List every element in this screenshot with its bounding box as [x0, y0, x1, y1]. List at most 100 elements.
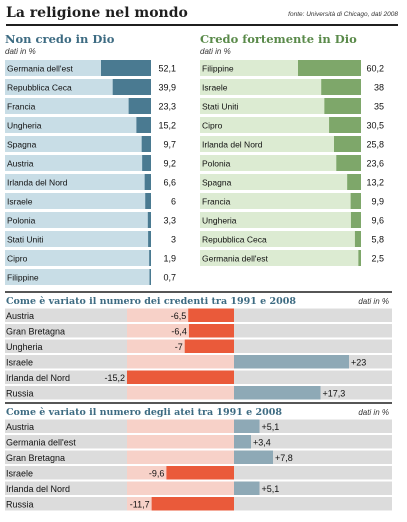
left-panel-title: Non credo in Dio: [5, 32, 115, 46]
atheists-change-bar: [234, 435, 251, 449]
right-panel-category-label: Francia: [202, 197, 231, 207]
believers-change-category-label: Israele: [6, 357, 33, 367]
right-panel-value-label: 38: [374, 83, 384, 93]
left-panel-category-label: Francia: [7, 102, 36, 112]
right-panel-category-label: Cipro: [202, 121, 223, 131]
left-panel-bar: [144, 174, 151, 190]
right-panel-label-bg: [200, 193, 361, 209]
left-panel-value-label: 39,9: [158, 83, 176, 93]
right-panel-value-label: 23,6: [366, 159, 384, 169]
believers-change-category-label: Ungheria: [6, 342, 43, 352]
atheists-change-neg-zone: [127, 419, 234, 433]
right-panel-title: Credo fortemente in Dio: [200, 32, 357, 46]
left-panel-bar: [101, 60, 151, 76]
atheists-change-bar: [151, 497, 234, 511]
believers-change-subtitle: dati in %: [358, 297, 389, 306]
left-panel-bar: [149, 269, 151, 285]
right-panel-label-bg: [200, 98, 361, 114]
left-panel-bar: [145, 193, 151, 209]
believers-change-value-label: -7: [175, 342, 183, 352]
right-panel-bar: [298, 60, 361, 76]
right-panel-subtitle: dati in %: [200, 47, 231, 56]
atheists-change-bar: [234, 419, 260, 433]
right-panel-bar: [350, 212, 361, 228]
believers-change-bar: [234, 386, 321, 400]
believers-change-value-label: -15,2: [104, 373, 125, 383]
believers-change-bar: [188, 308, 234, 322]
page-title: La religione nel mondo: [6, 5, 188, 21]
atheists-change-category-label: Germania dell'est: [6, 437, 76, 447]
atheists-change-value-label: +5,1: [262, 484, 280, 494]
believers-change-category-label: Irlanda del Nord: [6, 373, 70, 383]
right-panel-bar: [358, 250, 361, 266]
right-panel-value-label: 13,2: [366, 178, 384, 188]
left-panel-value-label: 6,6: [163, 178, 176, 188]
atheists-change-bar: [234, 481, 260, 495]
left-panel-bar: [136, 117, 151, 133]
atheists-change-category-label: Austria: [6, 422, 34, 432]
right-panel-label-bg: [200, 231, 361, 247]
left-panel-bar: [142, 155, 151, 171]
right-panel-label-bg: [200, 136, 361, 152]
left-panel-bar: [148, 231, 151, 247]
left-panel-label-bg: [5, 212, 151, 228]
believers-change-title: Come è variato il numero dei credenti tr…: [6, 296, 296, 307]
right-panel-label-bg: [200, 174, 361, 190]
right-panel-bar: [350, 193, 361, 209]
left-panel-label-bg: [5, 269, 151, 285]
right-panel-value-label: 5,8: [371, 235, 384, 245]
left-panel-category-label: Cipro: [7, 254, 28, 264]
right-panel-value-label: 25,8: [366, 140, 384, 150]
believers-change-bar: [127, 370, 234, 384]
atheists-change-category-label: Gran Bretagna: [6, 453, 65, 463]
left-panel-category-label: Spagna: [7, 140, 37, 150]
left-panel-category-label: Stati Uniti: [7, 235, 43, 245]
right-panel-bar: [334, 136, 361, 152]
left-panel-category-label: Germania dell'est: [7, 64, 74, 74]
right-panel-bar: [329, 117, 361, 133]
left-panel-bar: [128, 98, 151, 114]
atheists-change-value-label: +3,4: [253, 437, 271, 447]
right-panel-category-label: Polonia: [202, 159, 231, 169]
believers-change-bar: [234, 355, 349, 369]
atheists-change-bar: [166, 466, 234, 480]
believers-change-category-label: Austria: [6, 311, 34, 321]
right-panel-category-label: Ungheria: [202, 216, 237, 226]
right-panel-value-label: 35: [374, 102, 384, 112]
right-panel-label-bg: [200, 250, 361, 266]
left-panel-category-label: Filippine: [7, 273, 39, 283]
left-panel-value-label: 9,7: [163, 140, 176, 150]
left-panel-label-bg: [5, 98, 151, 114]
atheists-change-category-label: Russia: [6, 499, 34, 509]
left-panel-bar: [141, 136, 151, 152]
believers-change-category-label: Gran Bretagna: [6, 326, 65, 336]
left-panel-value-label: 9,2: [163, 159, 176, 169]
atheists-change-neg-zone: [127, 450, 234, 464]
atheists-change-value-label: -9,6: [149, 468, 165, 478]
left-panel-category-label: Irlanda del Nord: [7, 178, 68, 188]
atheists-change-subtitle: dati in %: [358, 408, 389, 417]
left-panel-value-label: 1,9: [163, 254, 176, 264]
left-panel-value-label: 3: [171, 235, 176, 245]
believers-change-neg-zone: [127, 386, 234, 400]
right-panel-category-label: Germania dell'est: [202, 254, 269, 264]
left-panel-label-bg: [5, 155, 151, 171]
title-bar: La religione nel mondo fonte: Università…: [6, 4, 398, 26]
left-panel-label-bg: [5, 136, 151, 152]
right-panel-bar: [336, 155, 361, 171]
believers-change-value-label: -6,5: [171, 311, 187, 321]
left-panel-label-bg: [5, 231, 151, 247]
right-panel-value-label: 9,6: [371, 216, 384, 226]
left-panel-subtitle: dati in %: [5, 47, 36, 56]
left-panel-bar: [149, 250, 151, 266]
left-panel-bar: [112, 79, 151, 95]
believers-change-bar: [188, 324, 234, 338]
believers-change-bar: [184, 339, 234, 353]
believers-change-neg-zone: [127, 355, 234, 369]
right-panel-bar: [347, 174, 361, 190]
left-panel-value-label: 6: [171, 197, 176, 207]
right-panel-category-label: Repubblica Ceca: [202, 235, 267, 245]
left-panel-category-label: Ungheria: [7, 121, 42, 131]
left-panel-value-label: 3,3: [163, 216, 176, 226]
